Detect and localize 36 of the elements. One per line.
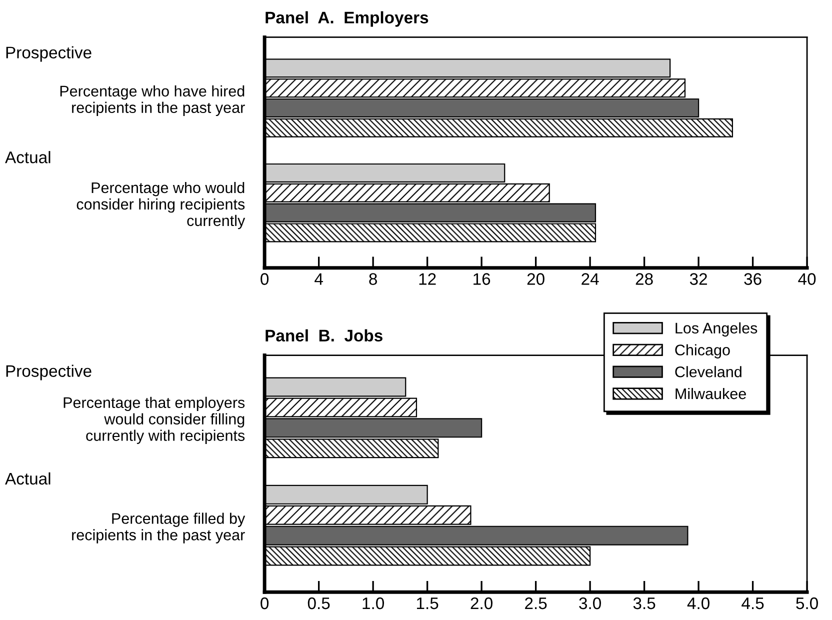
x-tick-label: 4.0 — [687, 597, 710, 610]
x-tick-label: 3.0 — [579, 597, 601, 610]
y-tick-label: Percentage who would consider hiring recipients currently — [76, 182, 246, 230]
x-tick-label: 12 — [419, 273, 436, 285]
x-tick-label: 24 — [582, 273, 599, 285]
x-tick-label: 1.5 — [417, 598, 438, 610]
chart-title: Panel A. Employers — [266, 11, 428, 27]
text: Actual — [5, 151, 50, 164]
x-tick-label: 40 — [798, 273, 816, 285]
y-tick-label: Percentage filled by recipients in the past year — [72, 512, 246, 544]
legend-label: Cleveland — [675, 366, 742, 378]
x-tick-label: 0.5 — [308, 597, 330, 610]
x-tick-label: 8 — [369, 273, 377, 285]
text: Prospective — [6, 46, 92, 62]
x-tick-label: 2.5 — [525, 597, 547, 610]
x-tick-label: 4.5 — [742, 598, 764, 610]
text: Actual — [5, 472, 50, 485]
y-tick-label: Percentage who have hired recipients in the past year — [60, 85, 245, 116]
legend-label: Chicago — [675, 344, 730, 358]
x-tick-label: 1.0 — [362, 597, 384, 610]
y-tick-label: Percentage that employers would consider filling currently with recipients — [64, 396, 245, 444]
x-tick-label: 4 — [314, 273, 323, 285]
x-tick-label: 3.5 — [633, 597, 656, 610]
x-tick-label: 36 — [744, 273, 762, 285]
x-tick-label: 20 — [527, 273, 544, 285]
chart-title: Panel B. Jobs — [266, 329, 382, 342]
x-tick-label: 5.0 — [796, 597, 818, 610]
x-tick-label: 16 — [474, 273, 490, 285]
legend-label: Los Angeles — [676, 322, 758, 337]
legend-label: Milwaukee — [676, 388, 746, 400]
x-tick-label: 0 — [260, 597, 269, 610]
x-tick-label: 28 — [636, 273, 653, 285]
x-tick-label: 0 — [260, 273, 269, 285]
x-tick-label: 32 — [690, 273, 707, 285]
x-tick-label: 2.0 — [470, 597, 492, 610]
text: Prospective — [6, 364, 92, 380]
